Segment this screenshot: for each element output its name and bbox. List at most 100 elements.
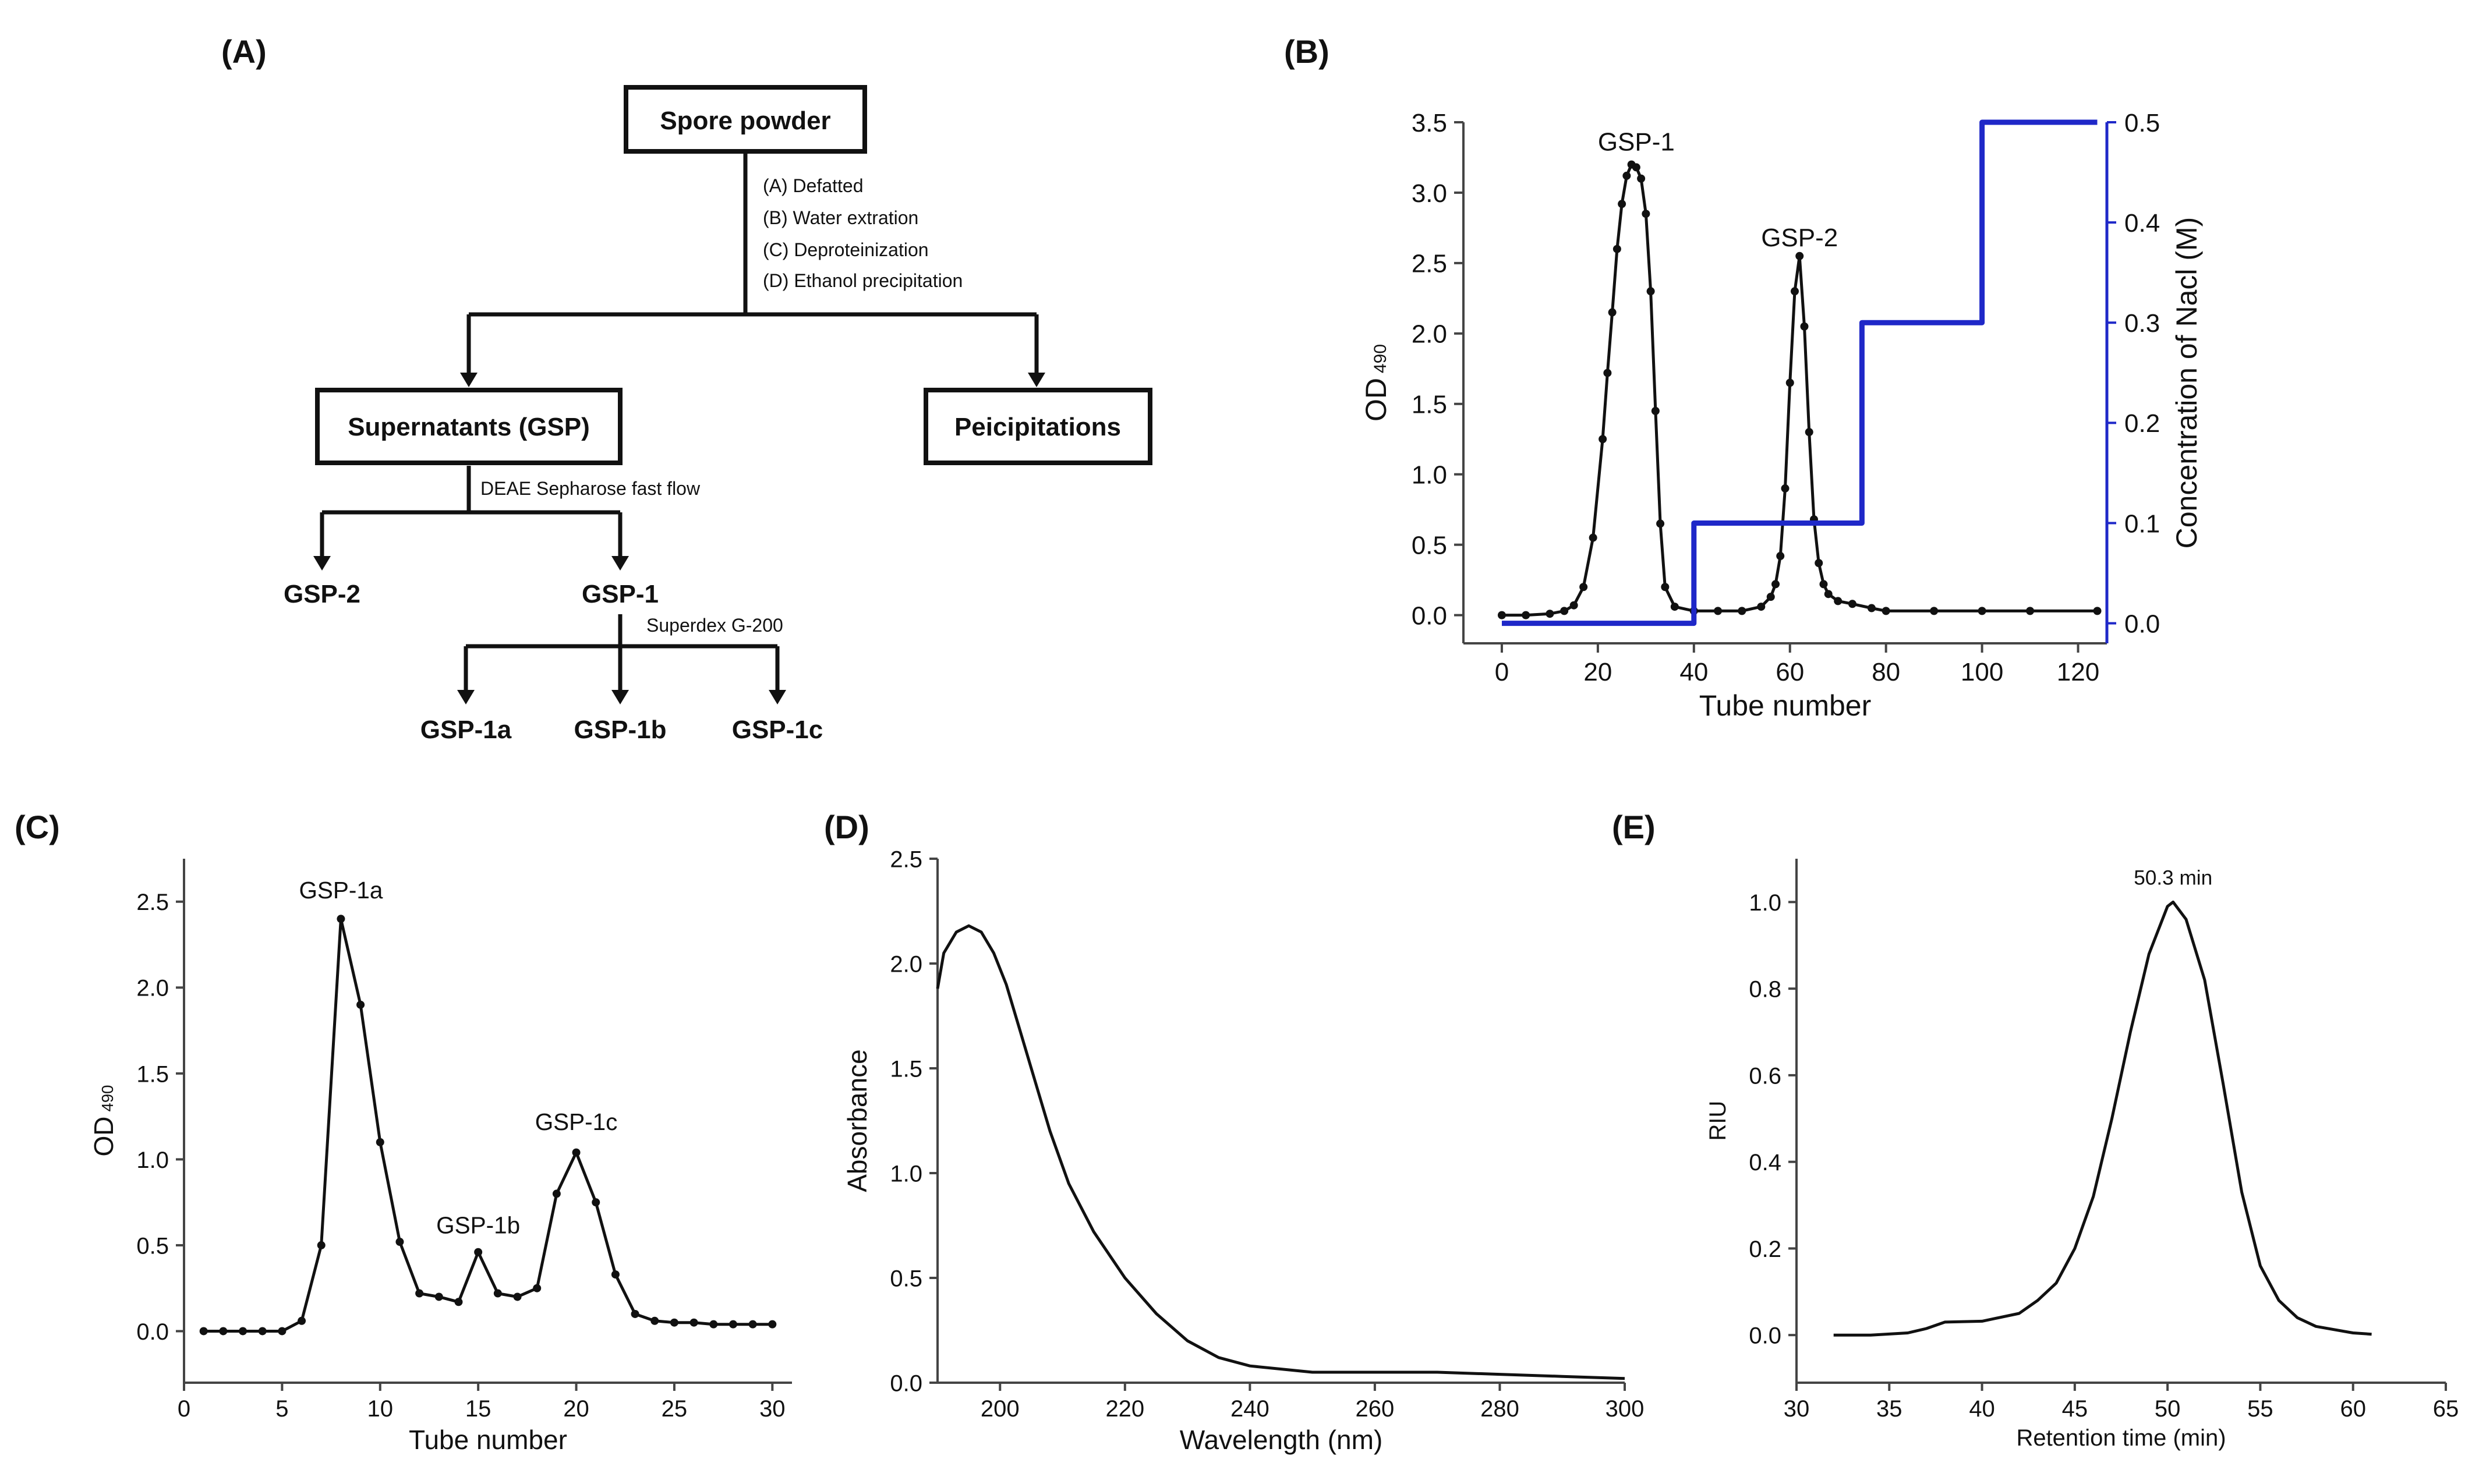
- chart-b-point: [1612, 245, 1621, 253]
- chart-b-point: [1651, 406, 1660, 415]
- chart-b-point: [1603, 369, 1612, 377]
- chart-c-xtick-label: 25: [662, 1396, 688, 1422]
- chart-c-point: [650, 1316, 659, 1325]
- chart-b-point: [1714, 607, 1723, 615]
- chart-b-point: [1781, 484, 1790, 493]
- node-gsp2: GSP-2: [284, 580, 360, 608]
- chart-e-xtick-label: 55: [2247, 1396, 2273, 1422]
- chart-b-xtick-label: 60: [1776, 658, 1804, 686]
- chart-b-ytick-right-label: 0.4: [2124, 209, 2160, 238]
- chart-e-xtick-label: 35: [1876, 1396, 1902, 1422]
- box-precipitations: [924, 388, 1152, 465]
- panel-label-e: (E): [1612, 809, 1656, 845]
- chart-c-xtick-label: 15: [465, 1396, 491, 1422]
- panel-label-a: (A): [221, 33, 267, 70]
- chart-c-point: [631, 1309, 639, 1318]
- chart-b-point: [1579, 583, 1588, 592]
- chart-c-ytick-label: 0.0: [136, 1319, 169, 1345]
- chart-b-ylabel-sub: 490: [1371, 344, 1390, 373]
- chart-b-ytick-right-label: 0.1: [2124, 509, 2160, 538]
- chart-c-point: [258, 1327, 267, 1336]
- chart-b-point: [1642, 210, 1650, 218]
- chart-b-point: [2093, 607, 2102, 615]
- chart-b-point: [1608, 308, 1617, 317]
- chart-b-point: [1637, 174, 1646, 183]
- chart-b-point: [1522, 611, 1530, 619]
- flow-step-b: (B) Water extration: [763, 207, 918, 228]
- chart-d-ytick-label: 1.0: [890, 1161, 922, 1187]
- chart-e-xlabel: Retention time (min): [2016, 1425, 2226, 1451]
- node-gsp1a: GSP-1a: [420, 716, 512, 744]
- chart-b-ylabel-right: Concentration of Nacl (M): [2170, 217, 2203, 549]
- chart-d-xtick-label: 280: [1480, 1396, 1519, 1422]
- flowchart: Spore powder (A) Defatted (B) Water extr…: [284, 85, 1152, 744]
- chart-c-point: [689, 1318, 698, 1327]
- flow-arrowheads: [313, 373, 1045, 704]
- chart-e-series-0-line: [1833, 900, 2372, 1337]
- chart-b: 0 20 40 60 80 100 120 0.0 0.5 1.0 1.5 2.0 2.5 3.0 3.5 T…: [1360, 109, 2203, 722]
- box-spore-powder: [624, 85, 867, 154]
- chart-b-xtick-label: 20: [1583, 658, 1612, 686]
- chart-c-ytick-label: 2.5: [136, 890, 169, 915]
- chart-d-ytick-label: 1.5: [890, 1056, 922, 1082]
- chart-b-point: [1819, 580, 1828, 589]
- chart-c-xtick-label: 10: [367, 1396, 394, 1422]
- chart-b-ytick-label: 0.5: [1412, 532, 1447, 560]
- chart-b-ytick-label: 3.5: [1412, 109, 1447, 137]
- chart-c-annotation-1: GSP-1b: [436, 1212, 520, 1238]
- flow-step-d: (D) Ethanol precipitation: [763, 270, 963, 291]
- chart-b-ytick-right-label: 0.0: [2124, 610, 2160, 638]
- chart-e-xtick-label: 65: [2433, 1396, 2459, 1422]
- chart-d-xtick-label: 260: [1356, 1396, 1395, 1422]
- chart-b-annotation-1: GSP-2: [1761, 224, 1838, 252]
- chart-c-xlabel: Tube number: [409, 1425, 567, 1455]
- chart-d-ytick-label: 0.0: [890, 1370, 922, 1396]
- chart-c-point: [592, 1198, 600, 1207]
- chart-c-xtick-label: 5: [275, 1396, 288, 1422]
- chart-b-point: [1978, 607, 1986, 615]
- chart-c-point: [474, 1248, 483, 1256]
- chart-b-ylabel: OD490: [1360, 344, 1392, 422]
- chart-c-ylabel-sub: 490: [98, 1085, 116, 1111]
- chart-e-annotation-0: 50.3 min: [2134, 867, 2212, 890]
- chart-e-ytick-label: 0.6: [1749, 1063, 1781, 1089]
- chart-b-ytick-right-label: 0.2: [2124, 409, 2160, 438]
- chart-b-point: [2026, 607, 2035, 615]
- chart-c-point: [670, 1318, 678, 1327]
- chart-b-point: [1622, 171, 1631, 180]
- panel-label-b: (B): [1284, 33, 1329, 70]
- chart-d-xtick-label: 240: [1230, 1396, 1269, 1422]
- chart-c-annotation-0: GSP-1a: [299, 877, 383, 904]
- chart-c-point: [199, 1327, 208, 1336]
- chart-c-point: [513, 1292, 522, 1301]
- chart-b-point: [1771, 580, 1780, 589]
- chart-e: 30 35 40 45 50 55 60 65 0.0 0.2 0.4 0.6 0.8 1.0 Retent…: [1705, 859, 2459, 1451]
- chart-c-point: [298, 1316, 306, 1325]
- chart-e-xtick-label: 40: [1969, 1396, 1995, 1422]
- flow-connectors: [320, 151, 1039, 696]
- chart-e-xtick-label: 30: [1784, 1396, 1810, 1422]
- chart-e-ytick-label: 0.8: [1749, 977, 1781, 1003]
- chart-e-ytick-label: 0.4: [1749, 1150, 1781, 1175]
- box-supernatants: [315, 388, 623, 465]
- chart-c-point: [239, 1327, 247, 1336]
- chart-c-point: [219, 1327, 228, 1336]
- chart-d-series-0-line: [936, 924, 1625, 1380]
- chart-e-ytick-label: 0.0: [1749, 1323, 1781, 1349]
- chart-b-point: [1785, 378, 1794, 387]
- flow-step-a: (A) Defatted: [763, 175, 864, 196]
- chart-d-ytick-label: 2.5: [890, 847, 922, 872]
- flow-step-c: (C) Deproteinization: [763, 239, 929, 260]
- flow-superdex-label: Superdex G-200: [646, 615, 783, 636]
- chart-b-ytick-label: 1.5: [1412, 391, 1447, 419]
- chart-c-ytick-label: 2.0: [136, 976, 169, 1001]
- chart-d-xtick-label: 300: [1605, 1396, 1645, 1422]
- chart-e-ylabel: RIU: [1705, 1101, 1731, 1141]
- chart-b-point: [1569, 601, 1578, 610]
- chart-b-point: [1589, 533, 1597, 542]
- chart-c-point: [317, 1241, 326, 1249]
- chart-e-xtick-label: 50: [2155, 1396, 2181, 1422]
- chart-b-point: [1618, 200, 1626, 208]
- node-gsp1b: GSP-1b: [574, 716, 667, 744]
